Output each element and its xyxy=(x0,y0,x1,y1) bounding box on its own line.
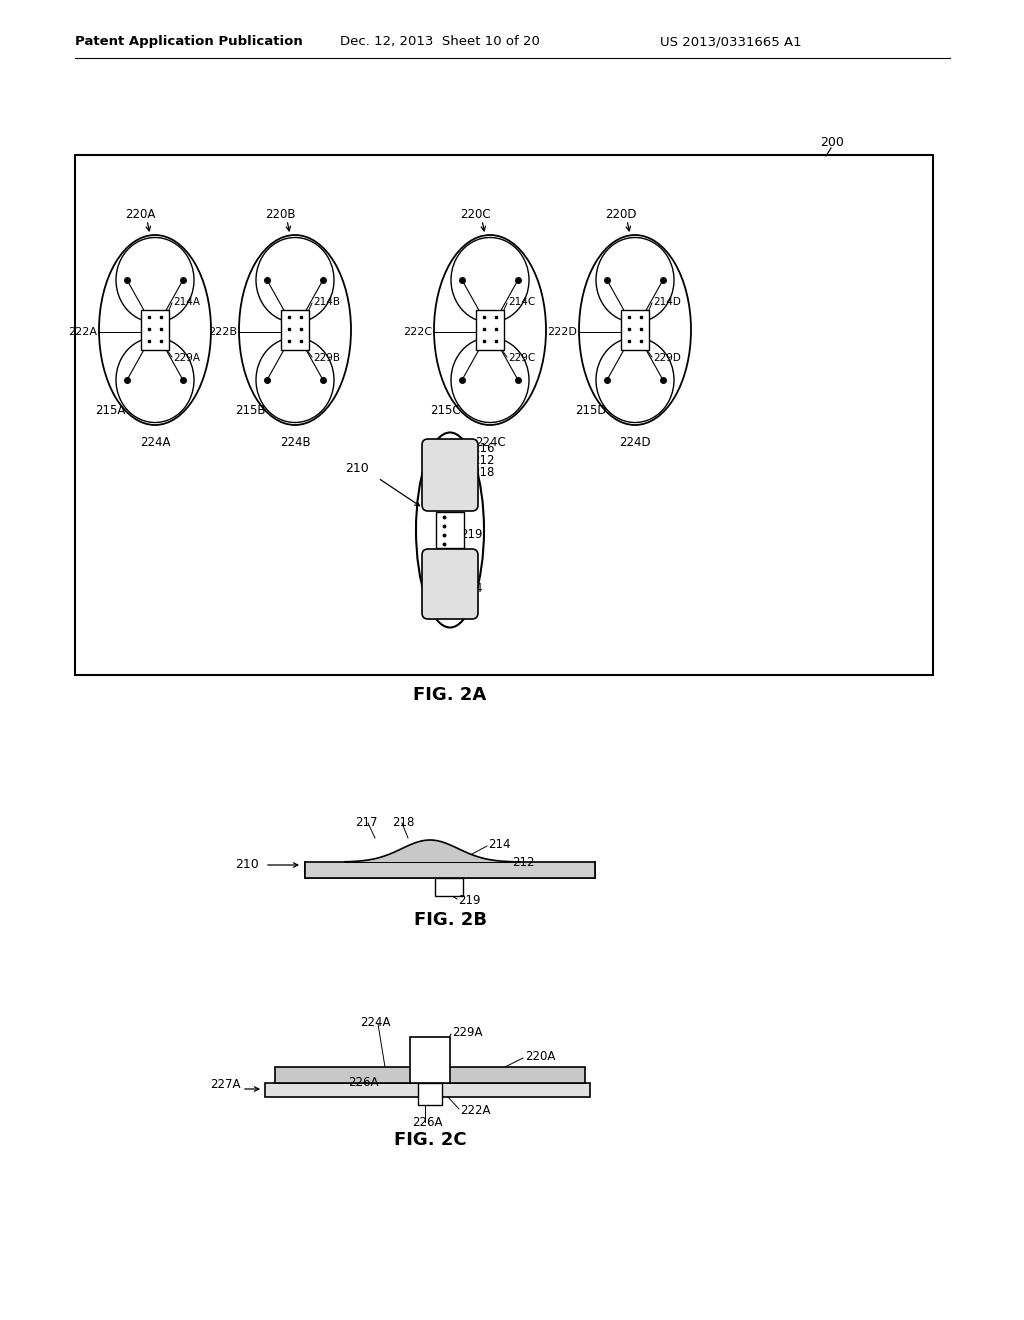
Text: 214D: 214D xyxy=(653,297,681,308)
Text: 212: 212 xyxy=(472,454,495,466)
Text: 229A: 229A xyxy=(452,1027,482,1040)
Text: 222D: 222D xyxy=(547,327,577,337)
Text: 229D: 229D xyxy=(653,352,681,363)
Text: 210: 210 xyxy=(345,462,369,474)
Bar xyxy=(275,1067,585,1082)
Text: 222B: 222B xyxy=(208,327,237,337)
Ellipse shape xyxy=(416,433,484,627)
Text: 220A: 220A xyxy=(125,209,156,222)
Ellipse shape xyxy=(579,235,691,425)
Text: FIG. 2A: FIG. 2A xyxy=(414,686,486,704)
Text: 214: 214 xyxy=(488,838,511,851)
Ellipse shape xyxy=(239,235,351,425)
Bar xyxy=(305,862,595,878)
Text: 214A: 214A xyxy=(173,297,200,308)
Text: 224D: 224D xyxy=(620,436,651,449)
Text: 226A: 226A xyxy=(412,1117,442,1130)
Text: FIG. 2B: FIG. 2B xyxy=(414,911,486,929)
Text: 229B: 229B xyxy=(313,352,340,363)
Text: FIG. 2C: FIG. 2C xyxy=(393,1131,466,1148)
Text: 215A: 215A xyxy=(95,404,125,417)
Bar xyxy=(621,310,649,350)
Bar xyxy=(265,1082,590,1097)
Ellipse shape xyxy=(434,235,546,425)
Text: 210: 210 xyxy=(234,858,259,871)
Text: 220A: 220A xyxy=(525,1051,555,1064)
Text: 200: 200 xyxy=(820,136,844,149)
Text: 214B: 214B xyxy=(313,297,340,308)
Text: 219: 219 xyxy=(458,894,480,907)
Text: Dec. 12, 2013  Sheet 10 of 20: Dec. 12, 2013 Sheet 10 of 20 xyxy=(340,36,540,49)
Text: 214: 214 xyxy=(460,582,482,594)
Bar xyxy=(281,310,309,350)
Text: 215C: 215C xyxy=(430,404,461,417)
Text: 219: 219 xyxy=(460,528,482,541)
Text: 224B: 224B xyxy=(280,436,310,449)
Text: 214C: 214C xyxy=(508,297,536,308)
Text: 222C: 222C xyxy=(402,327,432,337)
Text: 226A: 226A xyxy=(348,1077,379,1089)
Text: 229C: 229C xyxy=(508,352,536,363)
Bar xyxy=(75,154,933,675)
Text: US 2013/0331665 A1: US 2013/0331665 A1 xyxy=(660,36,802,49)
Bar xyxy=(435,878,463,896)
Bar xyxy=(476,310,504,350)
Text: 220B: 220B xyxy=(265,209,296,222)
Text: 215D: 215D xyxy=(575,404,606,417)
Bar xyxy=(436,512,464,548)
Text: 216: 216 xyxy=(472,441,495,454)
Bar xyxy=(141,310,169,350)
Text: 212: 212 xyxy=(512,855,535,869)
Text: 220C: 220C xyxy=(460,209,490,222)
Bar xyxy=(418,1082,442,1105)
Text: 224A: 224A xyxy=(360,1016,390,1030)
Text: 224C: 224C xyxy=(475,436,506,449)
Text: 224A: 224A xyxy=(139,436,170,449)
Text: 215B: 215B xyxy=(234,404,265,417)
Text: 217: 217 xyxy=(355,816,378,829)
Text: 229A: 229A xyxy=(173,352,200,363)
Text: 222A: 222A xyxy=(460,1104,490,1117)
Text: 218: 218 xyxy=(392,816,415,829)
Text: 227A: 227A xyxy=(210,1078,241,1092)
FancyBboxPatch shape xyxy=(422,440,478,511)
FancyBboxPatch shape xyxy=(422,549,478,619)
Text: 222A: 222A xyxy=(68,327,97,337)
Bar xyxy=(410,1038,450,1082)
Ellipse shape xyxy=(99,235,211,425)
Text: Patent Application Publication: Patent Application Publication xyxy=(75,36,303,49)
Text: 220D: 220D xyxy=(605,209,637,222)
Text: 218: 218 xyxy=(472,466,495,479)
